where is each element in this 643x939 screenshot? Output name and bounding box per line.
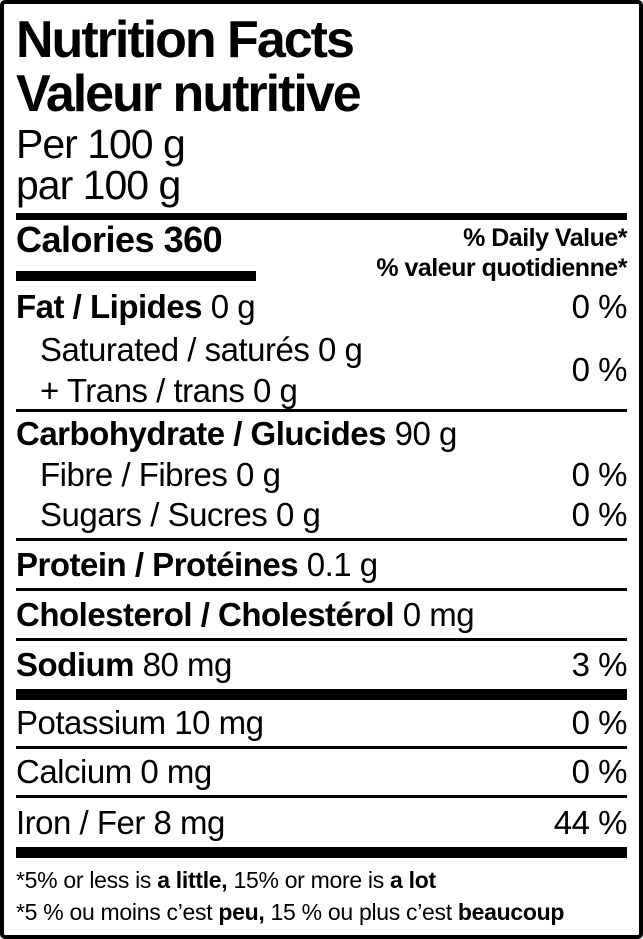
footnote-fr-seg-0: *5 % ou moins c’est [16, 899, 218, 925]
footnote-fr-seg-3: beaucoup [458, 899, 564, 925]
cholesterol-amount: 0 mg [403, 596, 474, 633]
divider-thick-bottom [16, 847, 627, 858]
fibre-dv: 0 % [572, 455, 627, 495]
daily-value-header-en: % Daily Value* [376, 223, 627, 253]
calcium-dv: 0 % [572, 749, 627, 795]
row-calcium: Calcium 0 mg 0 % [16, 749, 627, 795]
label-header: Nutrition Facts Valeur nutritive Per 100… [16, 4, 627, 206]
protein-label: Protein / Protéines [16, 546, 298, 583]
trans-line: + Trans / trans 0 g [16, 370, 362, 411]
sugars-dv: 0 % [572, 495, 627, 535]
divider-thick-middle [16, 689, 627, 700]
fat-amount: 0 g [211, 288, 255, 325]
protein-name: Protein / Protéines 0.1 g [16, 541, 378, 588]
footnote-fr-seg-2: 15 % ou plus c’est [264, 899, 457, 925]
fat-name: Fat / Lipides 0 g [16, 284, 255, 330]
calories-block: Calories 360 [16, 220, 256, 284]
calcium-text: Calcium 0 mg [16, 749, 212, 795]
footnote-en: *5% or less is a little, 15% or more is … [16, 864, 627, 896]
serving-size-en: Per 100 g [16, 124, 627, 165]
title-fr: Valeur nutritive [16, 67, 627, 121]
footnotes: *5% or less is a little, 15% or more is … [16, 858, 627, 928]
protein-amount: 0.1 g [307, 546, 378, 583]
footnote-fr-seg-1: peu, [218, 899, 264, 925]
daily-value-header: % Daily Value* % valeur quotidienne* [376, 220, 627, 284]
carbohydrate-group: Carbohydrate / Glucides 90 g Fibre / Fib… [16, 412, 627, 538]
saturated-line: Saturated / saturés 0 g [16, 329, 362, 370]
footnote-en-seg-3: a lot [390, 867, 436, 893]
serving-block: Per 100 g par 100 g [16, 124, 627, 206]
row-protein: Protein / Protéines 0.1 g [16, 541, 627, 588]
row-carbohydrate: Carbohydrate / Glucides 90 g [16, 412, 627, 455]
row-fat: Fat / Lipides 0 g 0 % [16, 284, 627, 330]
row-sugars: Sugars / Sucres 0 g 0 % [16, 495, 627, 535]
title-en: Nutrition Facts [16, 13, 627, 67]
calories-value: 360 [164, 219, 223, 260]
cholesterol-name: Cholesterol / Cholestérol 0 mg [16, 591, 474, 638]
fat-label: Fat / Lipides [16, 288, 202, 325]
cholesterol-label: Cholesterol / Cholestérol [16, 596, 394, 633]
calories-line: Calories 360 [16, 220, 256, 260]
footnote-fr: *5 % ou moins c’est peu, 15 % ou plus c’… [16, 896, 627, 928]
row-cholesterol: Cholesterol / Cholestérol 0 mg [16, 591, 627, 638]
row-potassium: Potassium 10 mg 0 % [16, 700, 627, 746]
calories-section: Calories 360 % Daily Value* % valeur quo… [16, 220, 627, 284]
carbohydrate-name: Carbohydrate / Glucides 90 g [16, 412, 457, 455]
sodium-amount: 80 mg [143, 646, 232, 683]
calories-underline [16, 271, 256, 281]
fibre-text: Fibre / Fibres 0 g [16, 455, 280, 495]
sodium-label: Sodium [16, 646, 134, 683]
potassium-dv: 0 % [572, 700, 627, 746]
carbohydrate-amount: 90 g [395, 415, 457, 452]
footnote-en-seg-2: 15% or more is [227, 867, 390, 893]
row-saturated-trans: Saturated / saturés 0 g + Trans / trans … [16, 330, 627, 409]
fat-dv: 0 % [572, 284, 627, 330]
footnote-en-seg-1: a little, [157, 867, 227, 893]
nutrition-facts-label: Nutrition Facts Valeur nutritive Per 100… [0, 0, 643, 939]
saturated-trans-lines: Saturated / saturés 0 g + Trans / trans … [16, 329, 362, 411]
iron-text: Iron / Fer 8 mg [16, 798, 225, 847]
saturated-trans-dv: 0 % [572, 351, 627, 389]
footnote-en-seg-0: *5% or less is [16, 867, 157, 893]
potassium-text: Potassium 10 mg [16, 700, 263, 746]
calories-label: Calories [16, 219, 154, 260]
row-sodium: Sodium 80 mg 3 % [16, 641, 627, 689]
row-fibre: Fibre / Fibres 0 g 0 % [16, 455, 627, 495]
sugars-text: Sugars / Sucres 0 g [16, 495, 320, 535]
iron-dv: 44 % [554, 798, 627, 847]
sodium-name: Sodium 80 mg [16, 641, 232, 689]
row-iron: Iron / Fer 8 mg 44 % [16, 798, 627, 847]
sodium-dv: 3 % [572, 641, 627, 689]
daily-value-header-fr: % valeur quotidienne* [376, 253, 627, 283]
carbohydrate-label: Carbohydrate / Glucides [16, 415, 386, 452]
serving-size-fr: par 100 g [16, 165, 627, 206]
